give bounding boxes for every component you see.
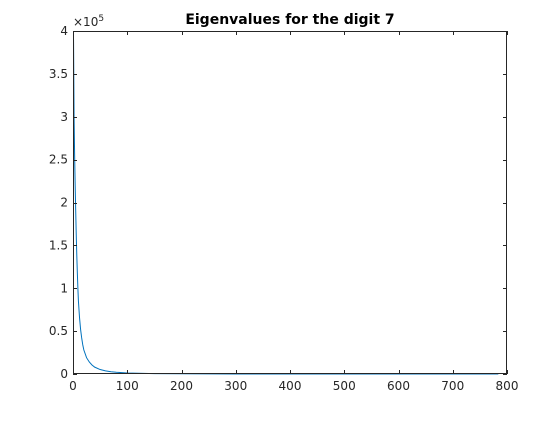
x-tick-label: 300	[224, 379, 247, 393]
y-tick-label: 1	[60, 281, 68, 295]
plot-area	[73, 31, 507, 374]
y-tick-label: 3	[60, 110, 68, 124]
x-tick-label: 700	[441, 379, 464, 393]
x-tick-label: 100	[116, 379, 139, 393]
chart-title: Eigenvalues for the digit 7	[185, 12, 394, 28]
x-tick-label: 600	[387, 379, 410, 393]
x-tick-label: 500	[333, 379, 356, 393]
y-tick-label: 1.5	[49, 238, 68, 252]
y-axis-multiplier-exponent: 5	[98, 14, 104, 24]
y-tick-label: 4	[60, 24, 68, 38]
y-tick-label: 2	[60, 196, 68, 210]
x-tick-label: 800	[496, 379, 519, 393]
y-tick-label: 0	[60, 367, 68, 381]
x-tick-label: 200	[170, 379, 193, 393]
y-tick-label: 2.5	[49, 153, 68, 167]
y-tick-label: 3.5	[49, 67, 68, 81]
y-axis-multiplier: ×105	[73, 14, 104, 29]
y-tick-label: 0.5	[49, 324, 68, 338]
x-tick-label: 400	[279, 379, 302, 393]
x-tick-label: 0	[69, 379, 77, 393]
y-axis-multiplier-base: ×10	[73, 15, 98, 29]
